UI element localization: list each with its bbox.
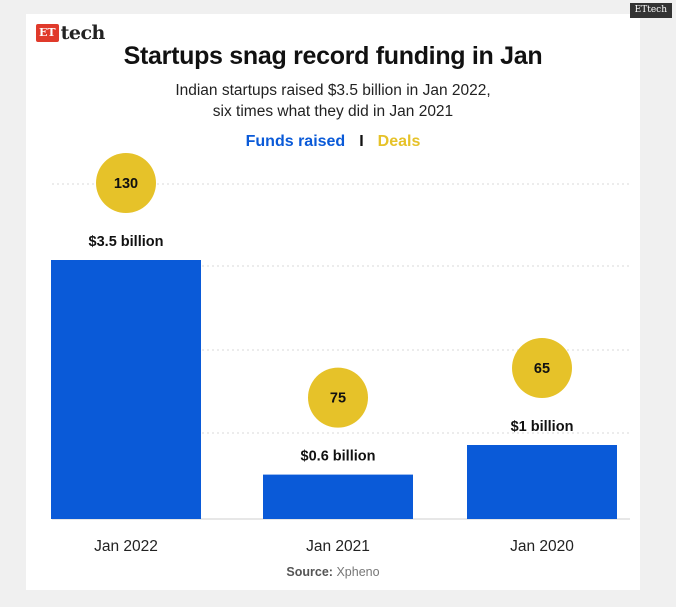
subtitle-line-2: six times what they did in Jan 2021 (212, 103, 454, 120)
funds-data-label-0: $3.5 billion (89, 234, 164, 250)
deals-bubble-0 (96, 153, 156, 213)
source-value: Xpheno (336, 565, 380, 579)
bar-funds-1 (263, 474, 413, 519)
x-tick-label-0: Jan 2022 (94, 538, 158, 555)
logo-et: ET (36, 24, 59, 42)
x-tick-label-2: Jan 2020 (510, 538, 574, 555)
funds-data-label-1: $0.6 billion (301, 449, 376, 465)
bar-funds-0 (51, 260, 201, 519)
chart-source: Source: Xpheno (26, 565, 640, 579)
legend-separator: I (359, 133, 364, 150)
chart-subtitle: Indian startups raised $3.5 billion in J… (26, 80, 640, 122)
chart-title: Startups snag record funding in Jan (123, 42, 543, 70)
chart-legend: Funds raised I Deals (26, 132, 640, 152)
deals-data-label-0: 130 (114, 176, 138, 192)
legend-funds-raised: Funds raised (245, 133, 346, 150)
subtitle-line-1: Indian startups raised $3.5 billion in J… (175, 82, 491, 99)
x-tick-label-1: Jan 2021 (306, 538, 370, 555)
ettech-corner-tag: ETtech (629, 3, 672, 18)
funds-data-label-2: $1 billion (511, 419, 574, 435)
bar-chart: $3.5 billion 130 Jan 2022 $0.6 billion 75 Jan… (51, 153, 630, 555)
bar-funds-2 (467, 445, 617, 519)
deals-data-label-1: 75 (330, 391, 346, 407)
source-label: Source: (286, 565, 333, 579)
legend-deals: Deals (377, 133, 421, 150)
etech-logo: ET tech (36, 20, 105, 46)
deals-bubble-1 (308, 367, 368, 428)
logo-tech: tech (60, 22, 106, 44)
chart-card: ET tech Startups snag record funding in … (26, 14, 640, 590)
deals-bubble-2 (512, 338, 572, 398)
deals-data-label-2: 65 (534, 361, 550, 377)
